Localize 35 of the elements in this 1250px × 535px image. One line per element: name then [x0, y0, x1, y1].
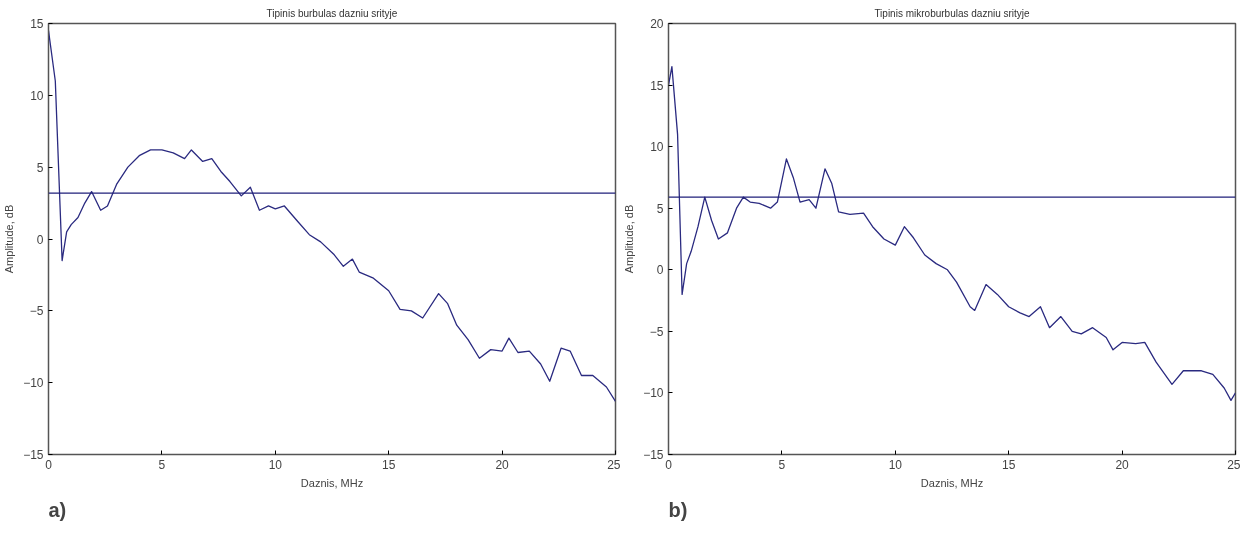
line-series — [48, 30, 616, 402]
y-tick-label: 0 — [36, 232, 44, 247]
x-tick-label: 25 — [1227, 457, 1241, 472]
y-tick-label: 15 — [30, 17, 44, 31]
x-tick-label: 15 — [1002, 457, 1016, 472]
y-tick-label: 20 — [650, 17, 664, 31]
x-axis-title: Daznis, MHz — [300, 476, 364, 489]
y-tick-label: 5 — [656, 201, 664, 216]
chart-title: Tipinis mikroburbulas dazniu srityje — [874, 7, 1031, 19]
x-tick-label: 25 — [607, 457, 621, 472]
y-tick-label: 0 — [656, 263, 664, 278]
y-tick-label: 10 — [650, 140, 664, 155]
x-tick-label: 10 — [268, 457, 283, 472]
line-series — [668, 65, 1236, 401]
y-tick-label: 10 — [30, 88, 44, 103]
y-axis-title: Amplitude, dB — [3, 204, 16, 274]
x-axis-title: Daznis, MHz — [920, 476, 984, 489]
x-tick-label: 15 — [382, 457, 396, 472]
y-tick-label: −10 — [643, 386, 664, 401]
text: a) — [48, 498, 67, 521]
y-tick-label: −15 — [23, 448, 44, 462]
x-tick-label: 5 — [158, 457, 166, 472]
chart-title: Tipinis burbulas dazniu srityje — [266, 7, 398, 19]
y-tick-label: −5 — [649, 324, 664, 339]
x-tick-label: 20 — [1115, 457, 1130, 472]
text: b) — [668, 498, 688, 521]
x-tick-label: 10 — [888, 457, 903, 472]
x-tick-label: 20 — [495, 457, 510, 472]
y-tick-label: 5 — [36, 160, 44, 175]
x-tick-label: 5 — [778, 457, 786, 472]
y-axis-title: Amplitude, dB — [623, 204, 636, 274]
y-tick-label: −10 — [23, 376, 44, 391]
y-tick-label: 15 — [650, 78, 664, 93]
y-tick-label: −5 — [29, 304, 44, 319]
y-tick-label: −15 — [643, 448, 664, 462]
